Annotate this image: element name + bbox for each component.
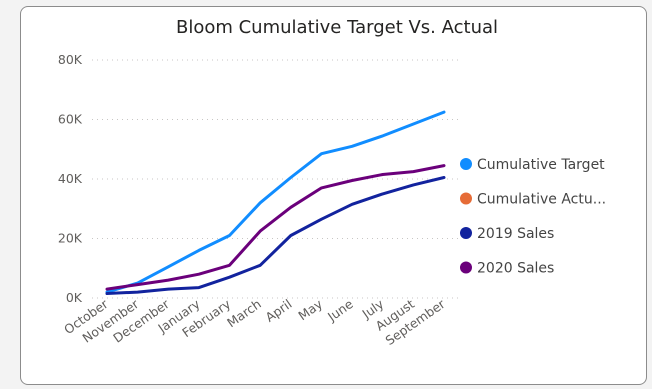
y-tick-label: 60K bbox=[58, 112, 83, 127]
chart-card bbox=[20, 6, 647, 385]
legend-label: 2019 Sales bbox=[477, 226, 554, 242]
x-tick-label: March bbox=[224, 296, 264, 330]
series-line bbox=[105, 110, 446, 294]
series-lines bbox=[105, 110, 446, 295]
legend-marker bbox=[460, 192, 472, 205]
legend-label: Cumulative Target bbox=[477, 157, 605, 173]
x-axis-ticks: OctoberNovemberDecemberJanuaryFebruaryMa… bbox=[61, 296, 448, 348]
legend-label: 2020 Sales bbox=[477, 261, 554, 277]
y-tick-label: 40K bbox=[58, 171, 83, 186]
chart-title: Bloom Cumulative Target Vs. Actual bbox=[176, 17, 498, 38]
series-line bbox=[105, 176, 446, 295]
legend-marker bbox=[460, 261, 472, 274]
y-tick-label: 20K bbox=[58, 231, 83, 246]
legend-label: Cumulative Actu... bbox=[477, 192, 606, 208]
legend-marker bbox=[460, 158, 472, 170]
legend-marker bbox=[460, 227, 472, 239]
legend: Cumulative Target Cumulative Actu... 2019 … bbox=[460, 157, 606, 277]
background-strip bbox=[0, 0, 20, 389]
y-tick-label: 80K bbox=[58, 52, 83, 67]
x-tick-label: May bbox=[295, 296, 325, 323]
x-tick-label: April bbox=[263, 296, 295, 325]
series-line bbox=[105, 164, 446, 291]
gridlines bbox=[92, 59, 458, 299]
y-axis-ticks: 0K 20K 40K 60K 80K bbox=[58, 52, 83, 305]
x-tick-label: June bbox=[324, 296, 356, 325]
y-tick-label: 0K bbox=[66, 290, 83, 305]
